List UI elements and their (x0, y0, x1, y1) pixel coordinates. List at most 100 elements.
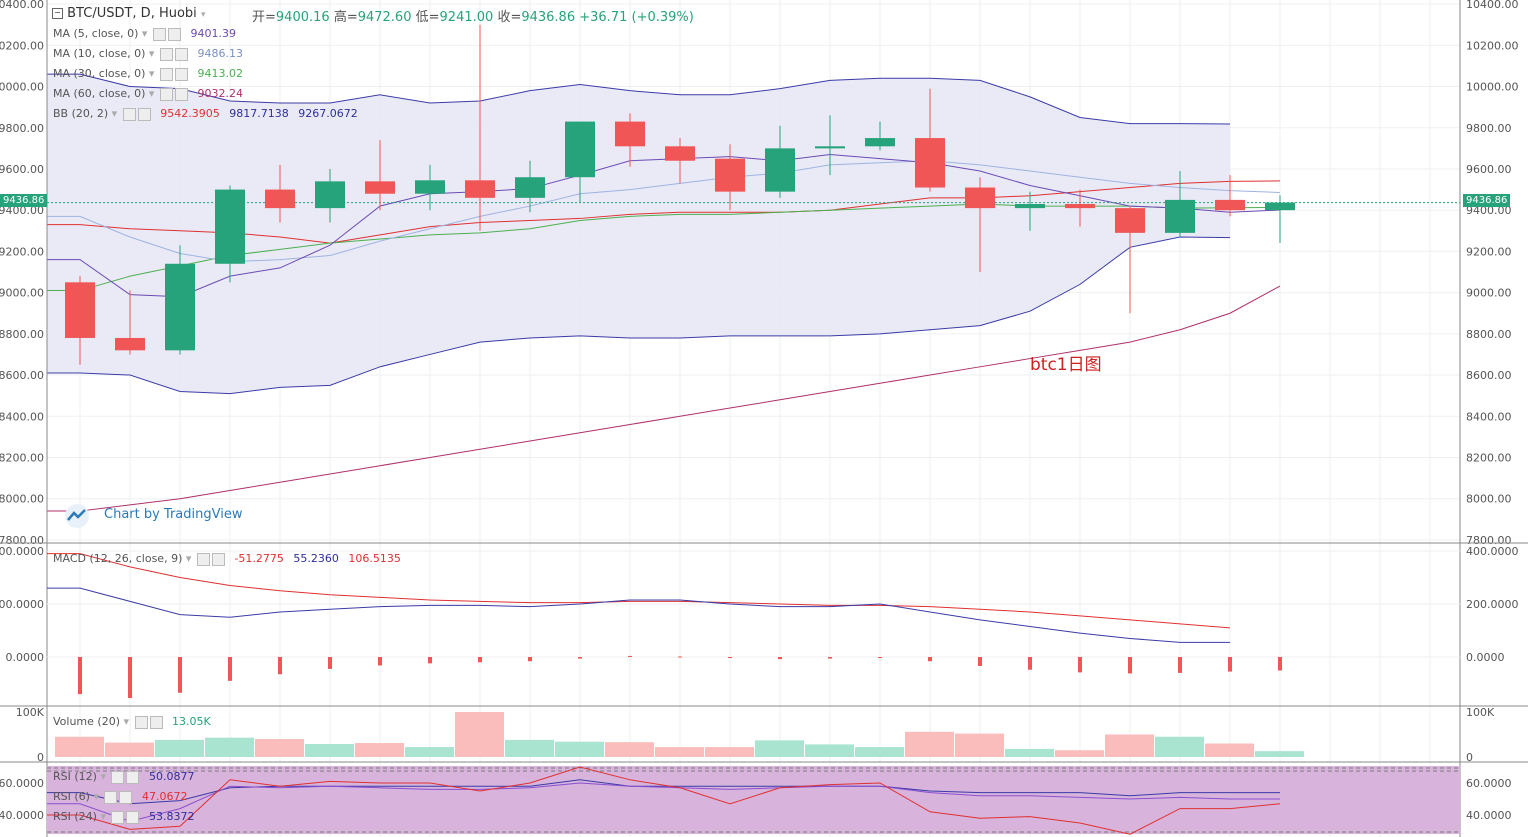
ma5-line (47, 154, 1281, 298)
settings-icon[interactable] (111, 770, 125, 784)
settings-icon[interactable] (196, 552, 210, 566)
candle-body (1015, 204, 1045, 209)
settings-icon[interactable] (104, 790, 118, 804)
price-tick-label-left: 8800.00 (0, 328, 44, 341)
volume-bar (205, 737, 254, 757)
settings-icon[interactable] (159, 87, 173, 101)
price-tick-label-left: 10400.00 (0, 0, 44, 11)
candle-body (1265, 202, 1295, 211)
close-icon[interactable] (119, 790, 133, 804)
volume-bar (1105, 734, 1154, 757)
volume-bar (155, 739, 204, 757)
price-tick-label-right: 10400.00 (1466, 0, 1519, 11)
rsi12-line (47, 782, 1280, 822)
indicator-macd[interactable]: MACD (12, 26, close, 9) ▾ -51.2775 55.23… (53, 552, 401, 566)
close-icon[interactable] (211, 552, 225, 566)
indicator-volume[interactable]: Volume (20) ▾ 13.05K (53, 715, 211, 729)
candle-body (565, 121, 595, 178)
symbol-header[interactable]: − BTC/USDT, D, Huobi ▾ (52, 6, 205, 21)
volume-bar (355, 743, 404, 757)
volume-bar (855, 747, 904, 757)
macd-histogram-bar (78, 657, 82, 695)
settings-icon[interactable] (159, 47, 173, 61)
candle-body (1165, 199, 1195, 233)
price-tick-label-right: 9600.00 (1466, 163, 1512, 176)
price-tick-label-right: 9400.00 (1466, 204, 1512, 217)
settings-icon[interactable] (134, 715, 148, 729)
close-icon[interactable] (126, 770, 140, 784)
macd-histogram-bar (1228, 657, 1232, 672)
price-tick-label-left: 10200.00 (0, 39, 44, 52)
macd-tick-label-left: 200.0000 (0, 598, 44, 611)
collapse-icon[interactable]: − (52, 8, 63, 19)
indicator-bb[interactable]: BB (20, 2) ▾ 9542.3905 9817.7138 9267.06… (53, 107, 358, 121)
volume-value: 13.05K (172, 715, 211, 728)
volume-tick-label-right: 100K (1466, 706, 1495, 719)
macd-tick-label-right: 400.0000 (1466, 545, 1519, 558)
close-icon[interactable] (126, 810, 140, 824)
settings-icon[interactable] (159, 67, 173, 81)
price-tick-label-left: 9600.00 (0, 163, 44, 176)
macd-histogram-bar (578, 657, 582, 659)
candle-body (615, 121, 645, 147)
candle-body (65, 282, 95, 338)
close-icon[interactable] (167, 27, 181, 41)
volume-bar (805, 744, 854, 757)
volume-bar (1055, 750, 1104, 757)
volume-tick-label-left: 0 (37, 751, 44, 764)
macd-histogram-bar (428, 657, 432, 664)
indicator-ma30[interactable]: MA (30, close, 0) ▾ 9413.02 (53, 67, 243, 81)
macd-histogram-bar (828, 657, 832, 659)
volume-bar (955, 733, 1004, 757)
indicator-ma5[interactable]: MA (5, close, 0) ▾ 9401.39 (53, 27, 236, 41)
ohlc-readout: 开=9400.16 高=9472.60 低=9241.00 收=9436.86 … (252, 10, 694, 25)
close-icon[interactable] (174, 47, 188, 61)
price-tick-label-left: 9800.00 (0, 122, 44, 135)
macd-histogram-bar (728, 657, 732, 659)
macd-histogram-bar (478, 657, 482, 663)
bb-lower-value: 9267.0672 (298, 107, 358, 120)
macd-tick-label-right: 200.0000 (1466, 598, 1519, 611)
indicator-rsi24[interactable]: RSI (24) ▾ 53.8372 (53, 810, 195, 824)
bb-upper-line (47, 73, 1231, 125)
candle-body (965, 187, 995, 209)
volume-bar (305, 743, 354, 757)
macd-histogram-bar (278, 657, 282, 675)
ma5-value: 9401.39 (190, 27, 236, 40)
close-icon[interactable] (137, 107, 151, 121)
candle-body (365, 181, 395, 194)
macd-tick-label-right: 0.0000 (1466, 651, 1505, 664)
indicator-rsi6[interactable]: RSI (6) ▾ 47.0672 (53, 790, 188, 804)
low-value: 9241.00 (439, 10, 494, 25)
macd-signal-value: 106.5135 (348, 552, 401, 565)
settings-icon[interactable] (111, 810, 125, 824)
ma60-value: 9032.24 (197, 87, 243, 100)
price-tick-label-right: 8200.00 (1466, 451, 1512, 464)
macd-signal-line (47, 553, 1231, 629)
tradingview-watermark[interactable]: Chart by TradingView (104, 507, 243, 522)
candle-body (865, 138, 895, 147)
volume-bar (905, 731, 954, 757)
close-icon[interactable] (174, 67, 188, 81)
indicator-ma10[interactable]: MA (10, close, 0) ▾ 9486.13 (53, 47, 243, 61)
macd-histogram-bar (978, 657, 982, 667)
last-price-tag-right: 9436.86 (1463, 194, 1511, 207)
candle-body (115, 337, 145, 351)
indicator-ma60[interactable]: MA (60, close, 0) ▾ 9032.24 (53, 87, 243, 101)
bb-upper-value: 9817.7138 (229, 107, 289, 120)
macd-histogram-bar (878, 657, 882, 659)
close-icon[interactable] (174, 87, 188, 101)
settings-icon[interactable] (152, 27, 166, 41)
macd-histogram-bar (128, 657, 132, 699)
price-tick-label-right: 8000.00 (1466, 493, 1512, 506)
chevron-down-icon[interactable]: ▾ (200, 10, 206, 20)
close-icon[interactable] (149, 715, 163, 729)
price-tick-label-right: 9800.00 (1466, 122, 1512, 135)
settings-icon[interactable] (122, 107, 136, 121)
rsi-band-fill (47, 766, 1460, 834)
volume-bar (605, 742, 654, 757)
macd-histogram-bar (378, 657, 382, 666)
indicator-rsi12[interactable]: RSI (12) ▾ 50.0877 (53, 770, 195, 784)
symbol-title: BTC/USDT, D, Huobi (67, 6, 197, 21)
ma60-line (47, 285, 1281, 512)
